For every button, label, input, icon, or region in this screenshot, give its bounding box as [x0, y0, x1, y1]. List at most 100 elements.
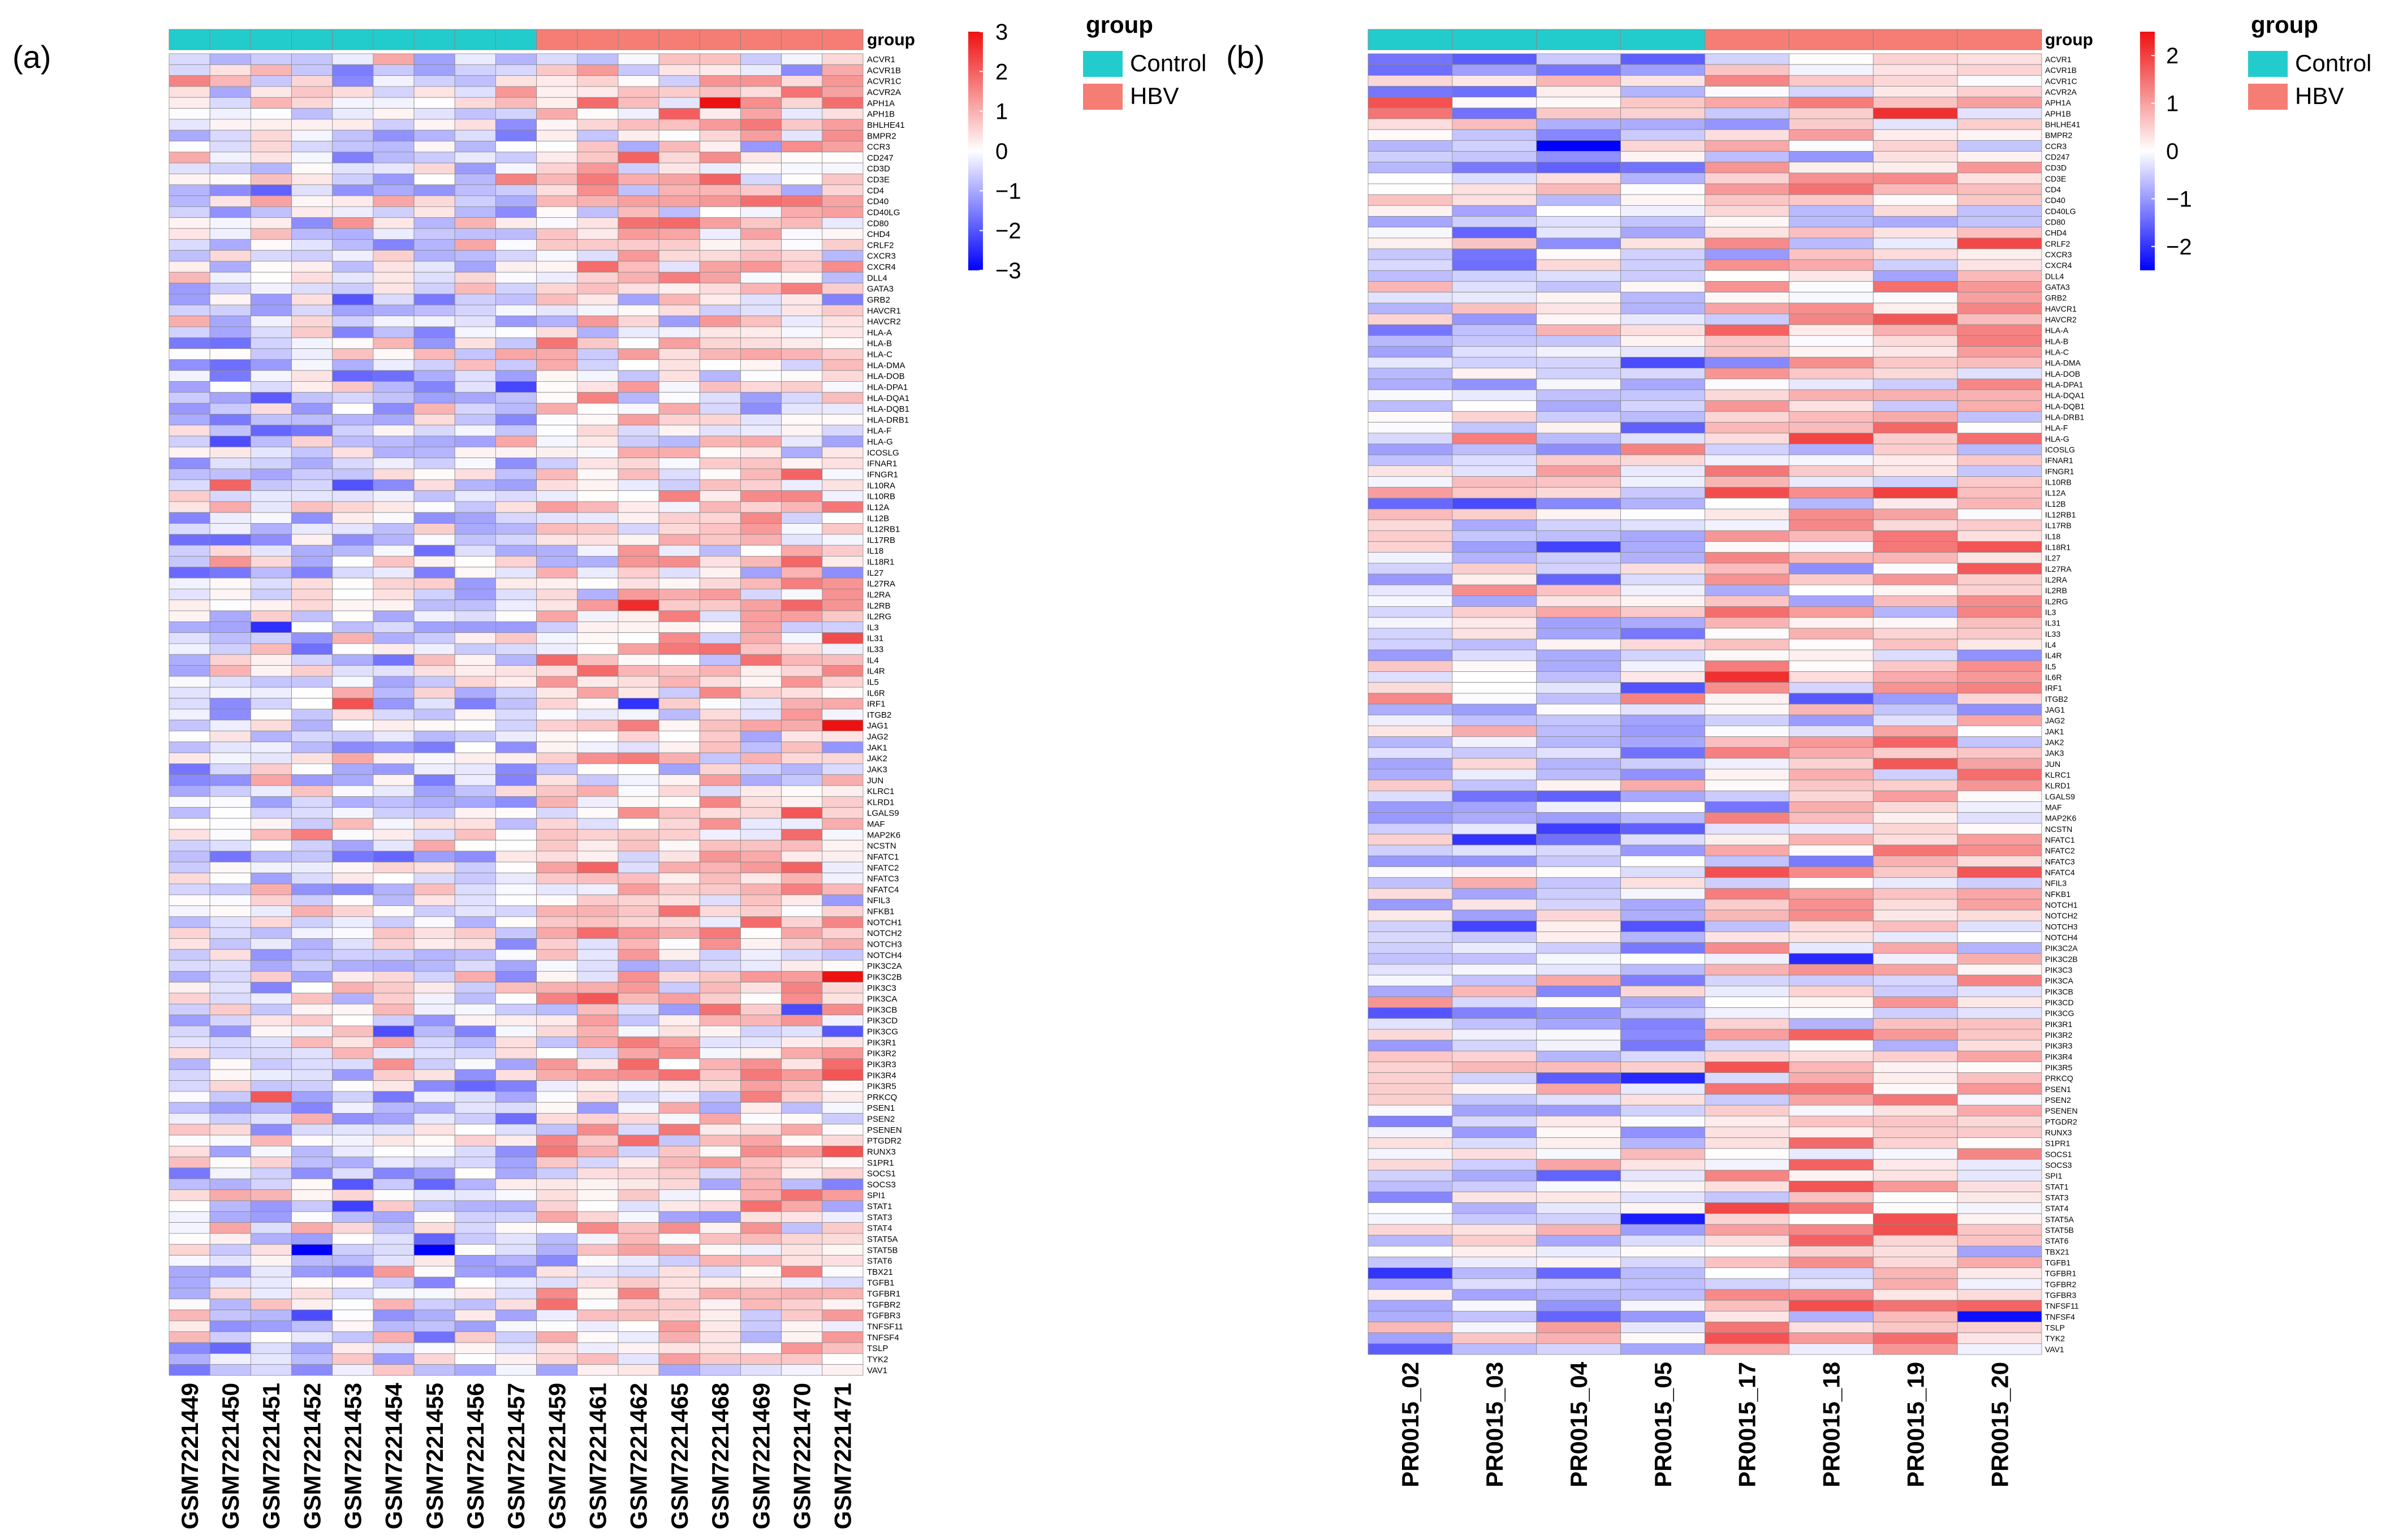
heatmap-cell: [699, 1255, 741, 1267]
heatmap-cell: [658, 370, 700, 382]
heatmap-cell: [1620, 216, 1705, 228]
heatmap-cell: [577, 64, 619, 76]
heatmap-cell: [454, 818, 496, 830]
heatmap-cell: [373, 1178, 415, 1190]
heatmap-cell: [250, 206, 292, 218]
heatmap-cell: [169, 326, 210, 338]
heatmap-cell: [781, 807, 823, 819]
heatmap-cell: [413, 719, 455, 731]
heatmap-cell: [577, 316, 619, 327]
heatmap-cell: [373, 1069, 415, 1081]
heatmap-cell: [618, 1069, 659, 1081]
heatmap-cell: [1368, 1115, 1453, 1127]
row-label: PIK3CB: [867, 1005, 897, 1015]
colorbar-tick-label: −3: [995, 258, 1021, 283]
heatmap-cell: [536, 1025, 578, 1037]
heatmap-cell: [822, 556, 864, 568]
heatmap-cell: [577, 479, 619, 491]
heatmap-cell: [618, 479, 659, 491]
heatmap-cell: [618, 239, 659, 251]
heatmap-cell: [822, 1189, 864, 1201]
heatmap-cell: [373, 1211, 415, 1223]
heatmap-cell: [1873, 1159, 1958, 1171]
heatmap-cell: [822, 927, 864, 939]
heatmap-cell: [209, 283, 251, 295]
heatmap-cell: [1957, 617, 2042, 629]
heatmap-cell: [1452, 725, 1537, 737]
heatmap-cell: [332, 1244, 374, 1256]
heatmap-cell: [781, 796, 823, 808]
heatmap-cell: [1873, 714, 1958, 726]
heatmap-cell: [1705, 194, 1789, 206]
heatmap-cell: [1620, 162, 1705, 174]
heatmap-cell: [1873, 1105, 1958, 1116]
heatmap-cell: [169, 174, 210, 186]
heatmap-cell: [495, 479, 537, 491]
heatmap-cell: [291, 1102, 333, 1114]
heatmap-cell: [1536, 487, 1621, 499]
row-label: IFNGR1: [2045, 467, 2074, 476]
colorbar-tick-label: 3: [995, 20, 1008, 45]
row-label: ACVR2A: [867, 88, 901, 97]
heatmap-cell: [1368, 162, 1453, 174]
heatmap-cell: [454, 763, 496, 775]
heatmap-cell: [1620, 823, 1705, 835]
row-label: ACVR1C: [867, 77, 901, 87]
heatmap-cell: [495, 851, 537, 862]
legend-title: group: [1086, 11, 1153, 38]
heatmap-cell: [454, 337, 496, 349]
heatmap-cell: [1957, 194, 2042, 206]
heatmap-cell: [209, 239, 251, 251]
heatmap-cell: [822, 381, 864, 393]
heatmap-cell: [781, 1047, 823, 1059]
row-label: PSEN1: [867, 1103, 895, 1113]
row-label: NCSTN: [2045, 825, 2072, 834]
heatmap-cell: [822, 1058, 864, 1070]
heatmap-cell: [1368, 628, 1453, 640]
heatmap-cell: [1620, 313, 1705, 325]
heatmap-cell: [536, 577, 578, 589]
heatmap-cell: [1452, 335, 1537, 347]
heatmap-cell: [169, 294, 210, 305]
heatmap-cell: [1873, 649, 1958, 661]
heatmap-cell: [250, 1200, 292, 1212]
row-label: NFKB1: [2045, 890, 2071, 899]
heatmap-cell: [250, 304, 292, 316]
heatmap-cell: [495, 458, 537, 469]
heatmap-cell: [209, 1211, 251, 1223]
heatmap-cell: [1873, 313, 1958, 325]
heatmap-cell: [1452, 660, 1537, 672]
heatmap-cell: [699, 1058, 741, 1070]
heatmap-cell: [1452, 595, 1537, 607]
heatmap-cell: [169, 577, 210, 589]
heatmap-cell: [699, 316, 741, 327]
row-label: STAT6: [867, 1257, 892, 1266]
heatmap-cell: [658, 1331, 700, 1343]
group-bar-cell: [291, 29, 333, 50]
heatmap-cell: [740, 719, 782, 731]
heatmap-cell: [169, 1102, 210, 1114]
heatmap-cell: [454, 239, 496, 251]
heatmap-cell: [577, 993, 619, 1004]
heatmap-cell: [291, 741, 333, 753]
heatmap-cell: [577, 643, 619, 655]
heatmap-cell: [699, 840, 741, 852]
row-label: NFATC1: [2045, 835, 2075, 844]
heatmap-cell: [536, 1364, 578, 1376]
heatmap-cell: [1620, 64, 1705, 76]
heatmap-cell: [1536, 563, 1621, 575]
heatmap-cell: [209, 676, 251, 688]
heatmap-cell: [658, 818, 700, 830]
heatmap-cell: [1957, 368, 2042, 379]
heatmap-cell: [740, 1146, 782, 1158]
heatmap-cell: [1788, 563, 1874, 575]
heatmap-cell: [658, 392, 700, 404]
heatmap-cell: [495, 949, 537, 961]
heatmap-cell: [1705, 639, 1789, 650]
heatmap-cell: [169, 665, 210, 677]
heatmap-cell: [454, 1025, 496, 1037]
heatmap-cell: [1705, 1257, 1789, 1269]
heatmap-cell: [413, 1069, 455, 1081]
heatmap-cell: [536, 719, 578, 731]
heatmap-cell: [495, 130, 537, 141]
